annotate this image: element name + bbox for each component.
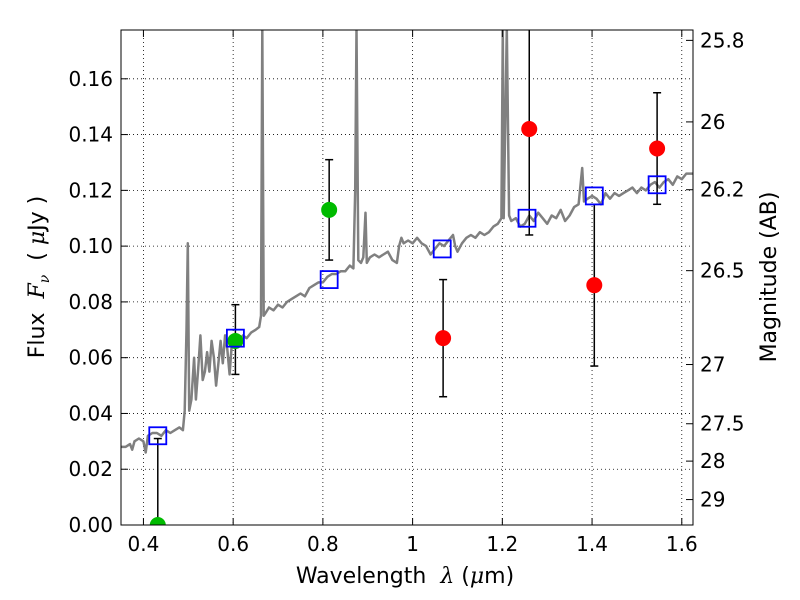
x-axis-label-unit-symbol: μ — [470, 564, 484, 589]
x-axis-label-unit: m) — [484, 564, 514, 589]
data-point — [521, 121, 538, 137]
y-tick-label: 0.14 — [68, 123, 113, 147]
y-axis-label-open: ( — [25, 245, 50, 275]
data-point — [227, 332, 244, 349]
x-tick-label: 1.2 — [486, 532, 518, 556]
model-point — [148, 426, 168, 446]
axes: 0.4 0.6 0.8 1 1.2 1.4 1.6 0.00 0.02 0.04 0.06 0.08 0… — [68, 28, 744, 556]
spectrum-series — [121, 30, 693, 454]
model-point — [517, 208, 537, 228]
magnitude-tick-label: 26.5 — [700, 259, 745, 283]
y-tick-label: 0.00 — [68, 513, 113, 537]
x-axis-label-symbol: λ — [439, 564, 454, 589]
y-axis-label-subscript: ν — [37, 274, 53, 283]
model-point — [319, 270, 339, 289]
x-tick-label: 0.4 — [128, 532, 160, 556]
x-tick-label: 0.8 — [307, 532, 339, 556]
y-axis-label: Flux Fν ( μJy ) — [25, 196, 53, 358]
data-markers — [148, 30, 667, 525]
y-tick-label: 0.08 — [68, 290, 113, 314]
plot-frame — [120, 29, 694, 526]
magnitude-tick-label: 25.8 — [700, 28, 745, 52]
data-point — [649, 140, 666, 157]
x-tick-label: 1.4 — [576, 532, 608, 556]
y-tick-label: 0.02 — [68, 457, 113, 481]
x-axis-label: Wavelength λ (μm) — [296, 564, 514, 589]
magnitude-tick-label: 26 — [700, 110, 725, 134]
y-tick-label: 0.04 — [68, 401, 113, 425]
x-axis-label-prefix: Wavelength — [296, 564, 441, 589]
magnitude-tick-label: 28 — [700, 449, 725, 473]
y-axis-label-unit-symbol: μ — [25, 231, 50, 245]
model-point — [225, 328, 245, 348]
data-point — [435, 330, 452, 347]
magnitude-axis-label: Magnitude (AB) — [757, 192, 782, 363]
magnitude-tick-label: 26.2 — [700, 178, 745, 202]
magnitude-tick-label: 27.5 — [700, 412, 745, 436]
y-axis-label-prefix: Flux — [25, 299, 50, 359]
model-point — [647, 175, 667, 195]
y-axis-label-unit: Jy ) — [25, 196, 50, 233]
spectrum-line — [121, 30, 693, 454]
magnitude-tick-label: 27 — [700, 353, 725, 377]
model-point — [432, 239, 452, 259]
x-tick-label: 1 — [406, 532, 419, 556]
magnitude-tick-label: 29 — [700, 488, 725, 512]
y-tick-label: 0.12 — [68, 178, 113, 202]
x-axis-label-open: ( — [454, 564, 470, 589]
data-point — [149, 517, 166, 525]
y-tick-label: 0.16 — [68, 67, 113, 91]
x-tick-label: 1.6 — [666, 532, 698, 556]
y-tick-label: 0.06 — [68, 346, 113, 370]
y-axis-label-symbol: F — [25, 283, 50, 300]
data-point — [321, 201, 338, 218]
y-tick-label: 0.10 — [68, 234, 113, 258]
grid — [121, 30, 693, 525]
data-point — [586, 277, 603, 294]
x-tick-label: 0.6 — [217, 532, 249, 556]
model-point — [584, 186, 604, 206]
